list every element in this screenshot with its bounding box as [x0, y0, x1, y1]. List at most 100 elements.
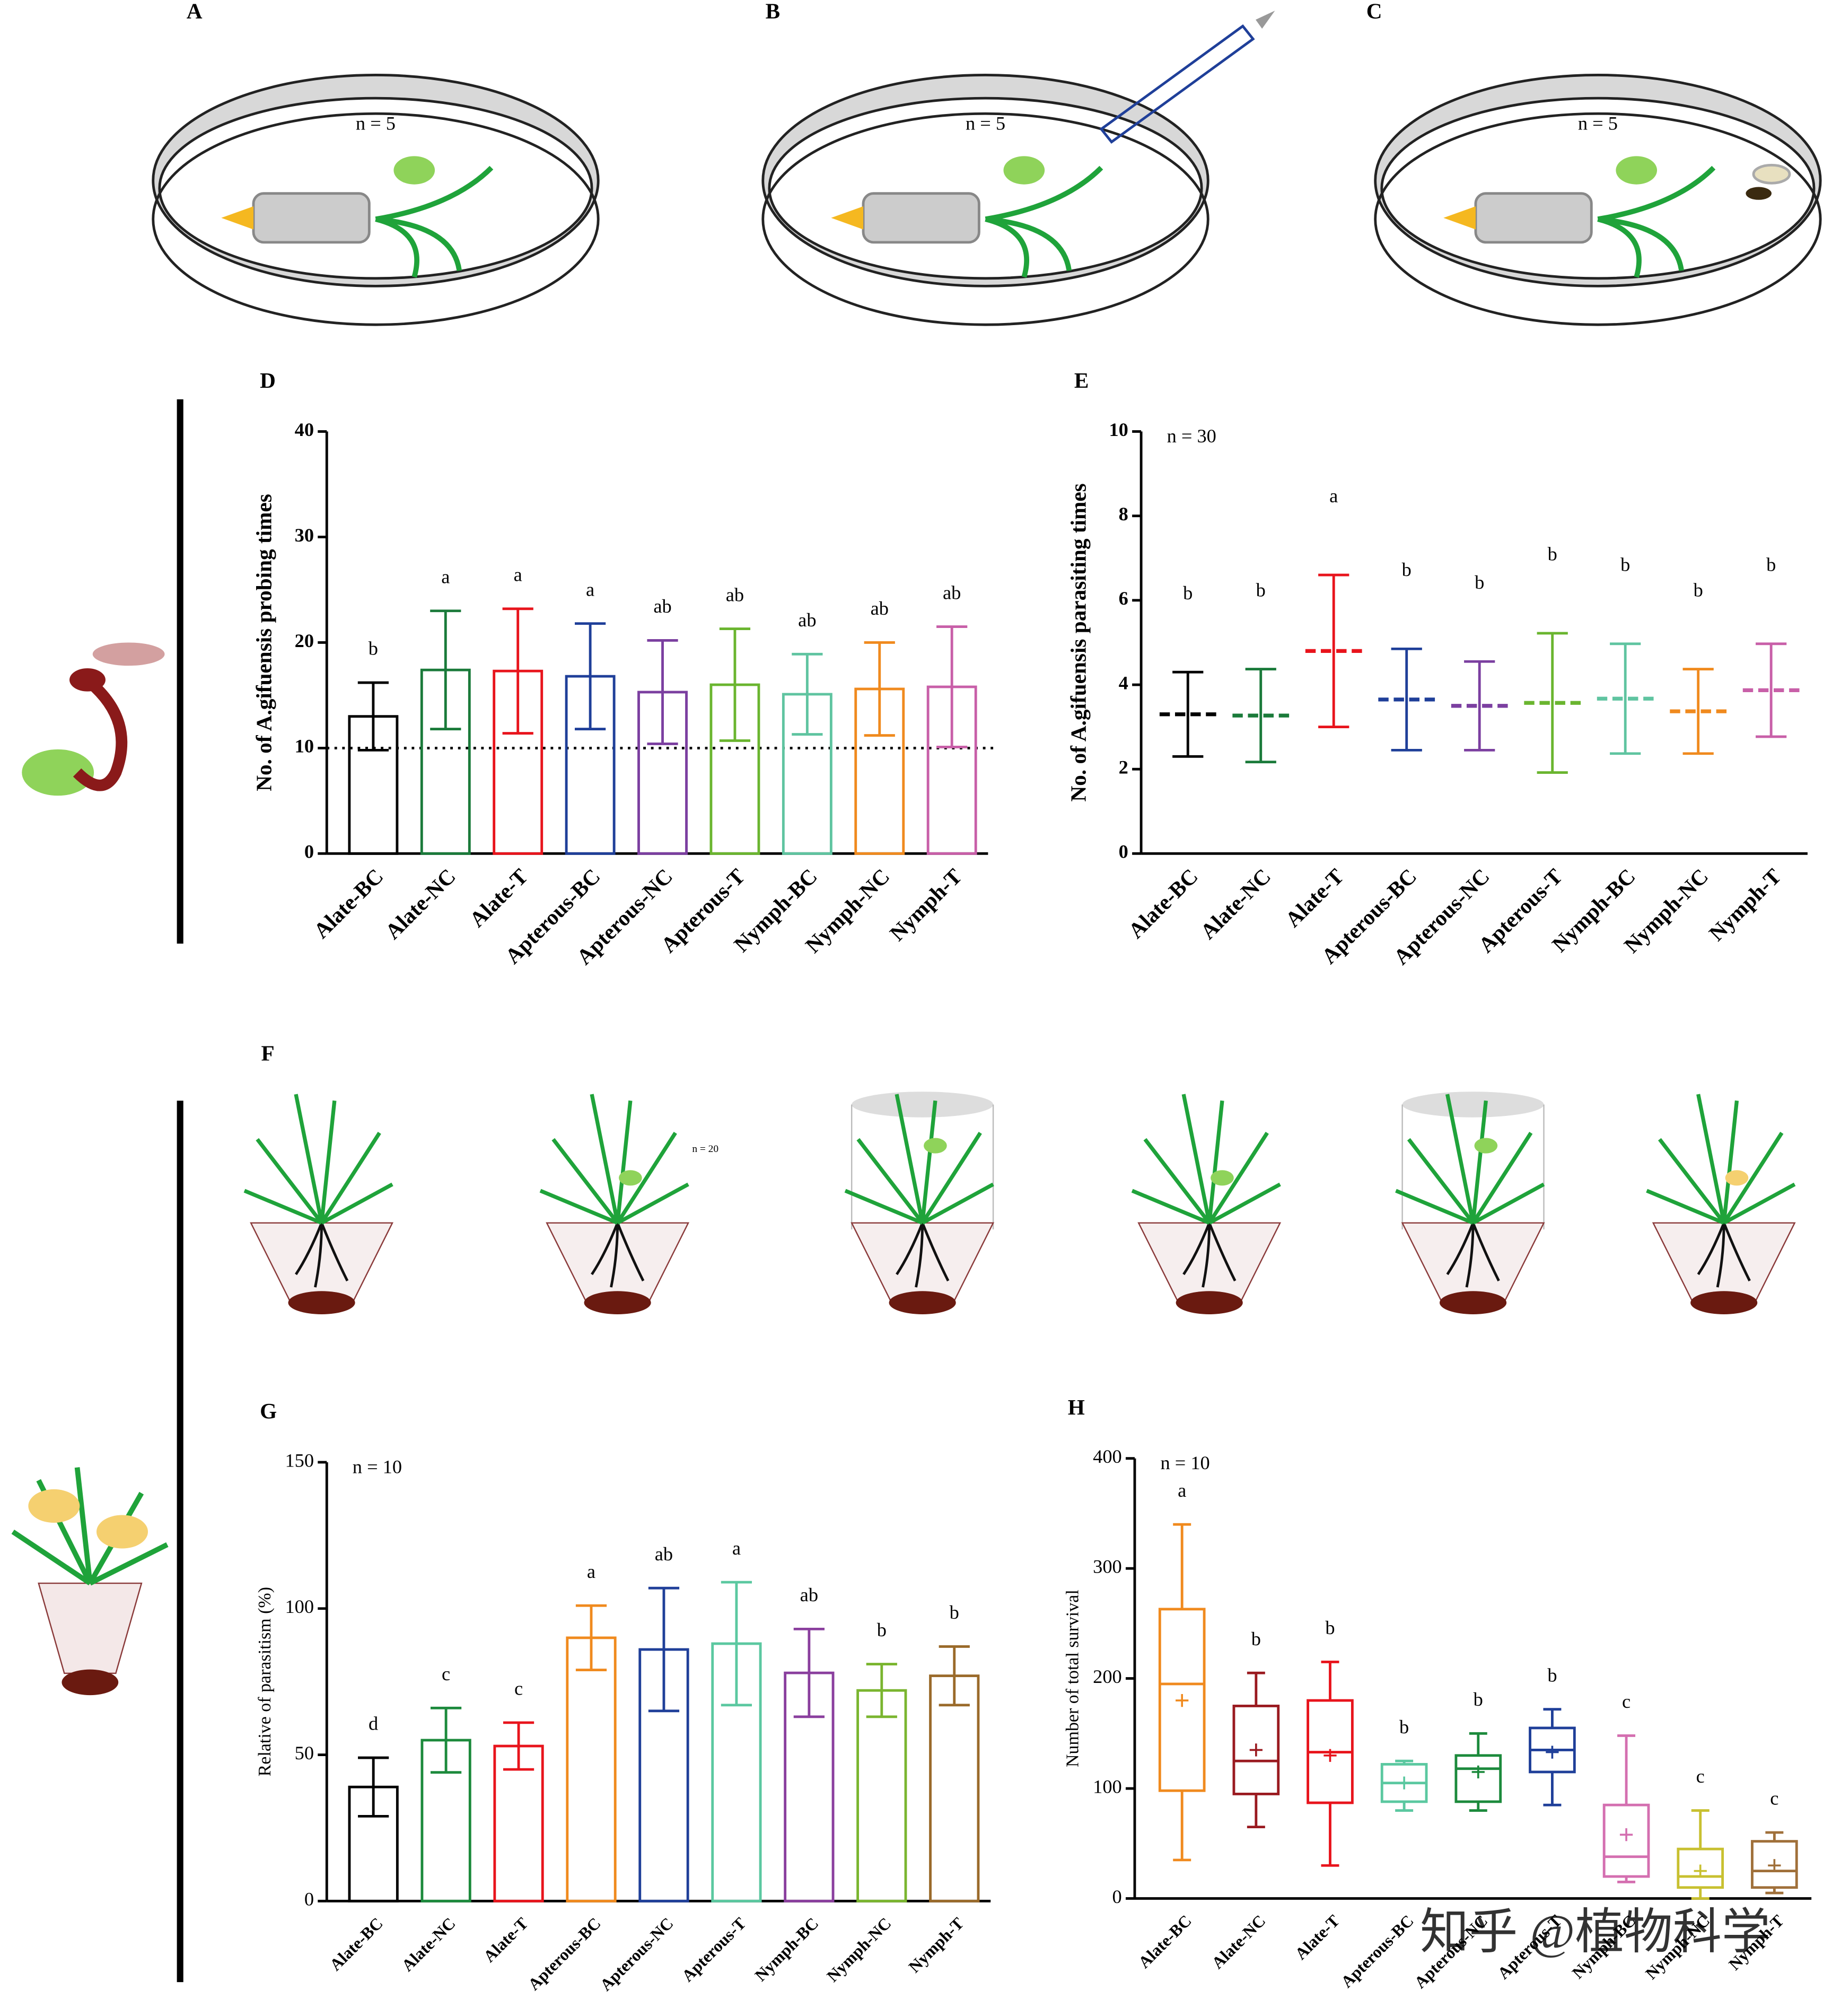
significance-letter: c: [442, 1663, 450, 1685]
aphid: [1474, 1138, 1498, 1154]
y-axis-label: Relative of parasitism (%): [255, 1587, 275, 1776]
y-tick-label: 10: [295, 736, 314, 757]
error-bar: [1245, 668, 1276, 764]
y-tick-label: 0: [304, 1889, 314, 1910]
error-bar: [1537, 632, 1568, 774]
leaves: [1646, 1094, 1796, 1225]
significance-letter: ab: [655, 1543, 673, 1565]
significance-letter: b: [1694, 579, 1703, 600]
watermark: 知乎 @植物科学: [1420, 1905, 1770, 1959]
x-tick-label: Alate-T: [1291, 1912, 1343, 1963]
significance-letter: b: [950, 1602, 959, 1623]
significance-letter: a: [587, 1561, 595, 1582]
error-bar: [358, 1756, 389, 1818]
error-bar: [502, 607, 533, 735]
significance-letter: b: [1402, 559, 1412, 580]
leaves: [1395, 1094, 1545, 1225]
x-tick-label: Nymph-T: [1704, 864, 1786, 946]
error-bar: [864, 641, 895, 737]
panel-label: A: [187, 0, 203, 23]
dish-note: n = 5: [1578, 112, 1618, 134]
roots: [295, 1222, 349, 1288]
cage: [1401, 1104, 1545, 1229]
significance-letter: b: [1548, 544, 1557, 565]
leaves: [243, 1094, 393, 1225]
x-tick-label: Apterous-NC: [597, 1914, 677, 1994]
panel-label: E: [1074, 368, 1089, 392]
mean-marker: [1249, 1743, 1263, 1757]
mean-marker: [1323, 1749, 1337, 1762]
x-tick-label: Nymph-NC: [823, 1914, 895, 1985]
pot-base: [1176, 1291, 1243, 1314]
box: [1677, 1847, 1724, 1889]
significance-letter: ab: [871, 598, 889, 619]
significance-letter: c: [1622, 1691, 1631, 1712]
significance-letter: b: [1474, 1689, 1483, 1710]
panel-label: F: [261, 1041, 275, 1066]
box: [1454, 1754, 1502, 1803]
x-tick-label: Alate-NC: [1196, 864, 1276, 944]
roots: [591, 1222, 645, 1288]
significance-letter: b: [1399, 1716, 1409, 1738]
significance-letter: a: [1178, 1480, 1186, 1501]
significance-letter: ab: [653, 596, 671, 617]
significance-letter: a: [732, 1538, 741, 1559]
plant-setup: [1646, 1094, 1796, 1314]
plant-note: n = 20: [692, 1144, 718, 1155]
plant-setups: [243, 1092, 1796, 1314]
y-tick-label: 150: [285, 1450, 314, 1471]
bar: [856, 1689, 907, 1902]
significance-letter: d: [369, 1713, 378, 1734]
petri-dishes: [152, 11, 1822, 326]
leaves: [1131, 1094, 1281, 1225]
x-tick-label: Apterous-T: [678, 1914, 750, 1985]
roots: [896, 1222, 950, 1288]
y-tick-label: 40: [295, 419, 314, 440]
y-tick-label: 4: [1119, 672, 1128, 693]
error-bar: [1172, 670, 1204, 758]
y-tick-label: 20: [295, 630, 314, 651]
significance-letter: b: [1256, 579, 1266, 600]
panel-label: G: [260, 1399, 277, 1423]
roots: [1697, 1222, 1751, 1288]
panel-label: D: [260, 368, 276, 392]
plant-icon: [11, 1467, 169, 1696]
y-tick-label: 100: [285, 1596, 314, 1617]
error-bar: [866, 1663, 897, 1718]
error-bar: [430, 1706, 462, 1774]
pot-base: [1439, 1291, 1507, 1314]
plant-setup: [844, 1092, 995, 1314]
box: [1232, 1705, 1280, 1795]
bar: [566, 1636, 617, 1902]
mean-marker: [1471, 1765, 1485, 1779]
significance-letter: b: [1547, 1664, 1557, 1686]
y-tick-label: 100: [1093, 1776, 1122, 1797]
panel-label: C: [1366, 0, 1382, 23]
x-tick-label: Alate-T: [464, 864, 532, 932]
y-tick-label: 2: [1119, 757, 1128, 778]
error-bar: [721, 1581, 752, 1707]
dish-note: n = 5: [966, 112, 1005, 134]
plant-setup: [539, 1094, 690, 1314]
error-bar: [1610, 642, 1641, 755]
bar: [929, 1674, 980, 1902]
roots: [1446, 1222, 1500, 1288]
error-bar: [1391, 647, 1422, 752]
significance-letter: a: [514, 564, 522, 585]
wasp-icon: [22, 642, 165, 796]
roots: [1182, 1222, 1237, 1288]
pot-base: [1690, 1291, 1758, 1314]
error-bar: [1318, 573, 1349, 729]
significance-letter: c: [514, 1678, 523, 1699]
pot-base: [584, 1291, 651, 1314]
y-tick-label: 6: [1119, 588, 1128, 609]
pot-base: [889, 1291, 956, 1314]
dish: [1374, 74, 1822, 326]
significance-letter: b: [1620, 554, 1630, 575]
x-tick-label: Alate-BC: [326, 1914, 387, 1974]
significance-letter: b: [1325, 1617, 1335, 1638]
cage-top: [852, 1092, 994, 1118]
x-tick-label: Alate-NC: [398, 1914, 459, 1975]
